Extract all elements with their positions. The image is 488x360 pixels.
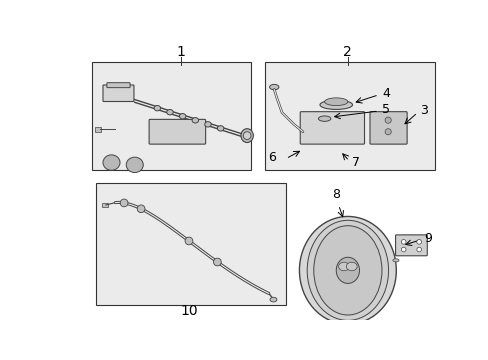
Ellipse shape [336, 257, 359, 283]
Ellipse shape [324, 98, 347, 105]
Bar [102, 203, 107, 207]
Ellipse shape [154, 105, 160, 111]
FancyBboxPatch shape [107, 83, 130, 87]
Bar [264, 62, 434, 170]
Ellipse shape [416, 239, 421, 244]
Ellipse shape [384, 117, 390, 123]
Text: 4: 4 [381, 87, 389, 100]
Ellipse shape [166, 109, 173, 115]
Bar [96, 183, 285, 305]
Ellipse shape [269, 84, 278, 90]
Text: 1: 1 [177, 45, 185, 59]
Ellipse shape [184, 237, 192, 245]
Ellipse shape [120, 199, 128, 207]
Ellipse shape [103, 155, 120, 170]
Ellipse shape [338, 262, 349, 271]
FancyBboxPatch shape [300, 112, 364, 144]
Ellipse shape [137, 205, 144, 213]
Ellipse shape [319, 100, 352, 109]
Text: 10: 10 [180, 304, 198, 318]
Bar [92, 62, 250, 170]
Text: 2: 2 [343, 45, 351, 59]
Ellipse shape [204, 122, 211, 127]
FancyBboxPatch shape [149, 120, 205, 144]
Ellipse shape [179, 113, 185, 119]
Ellipse shape [243, 132, 250, 139]
Ellipse shape [192, 118, 198, 123]
Ellipse shape [401, 239, 405, 244]
Ellipse shape [313, 226, 381, 315]
Ellipse shape [217, 126, 224, 131]
FancyBboxPatch shape [103, 85, 134, 102]
Bar [95, 127, 101, 132]
Ellipse shape [416, 247, 421, 252]
Text: 5: 5 [381, 103, 389, 116]
Text: 8: 8 [331, 188, 340, 201]
Text: 3: 3 [419, 104, 427, 117]
Ellipse shape [299, 216, 395, 324]
FancyBboxPatch shape [395, 235, 427, 256]
Ellipse shape [126, 157, 143, 172]
FancyBboxPatch shape [369, 112, 407, 144]
Ellipse shape [306, 220, 388, 320]
Ellipse shape [346, 262, 356, 271]
Text: 6: 6 [267, 150, 275, 164]
Ellipse shape [213, 258, 221, 266]
Ellipse shape [401, 247, 405, 252]
Ellipse shape [392, 259, 398, 262]
Ellipse shape [384, 129, 390, 135]
Ellipse shape [318, 116, 330, 121]
Ellipse shape [241, 129, 253, 143]
Text: 7: 7 [351, 156, 359, 169]
Ellipse shape [269, 297, 276, 302]
Text: 9: 9 [423, 231, 431, 244]
